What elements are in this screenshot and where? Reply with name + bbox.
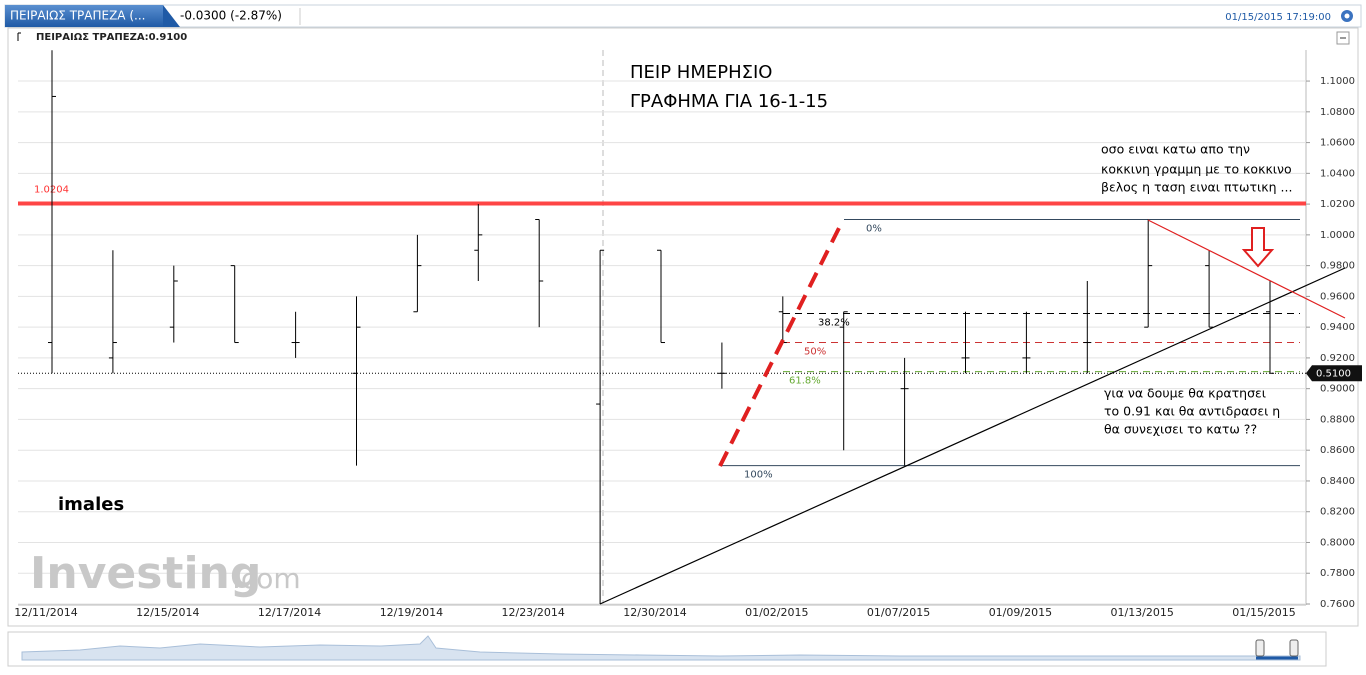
x-tick-label: 12/17/2014	[258, 606, 321, 619]
symbol-tab-text[interactable]: ΠΕΙΡΑΙΩΣ ΤΡΑΠΕΖΑ (...	[10, 9, 145, 23]
y-tick-label: 0.9600	[1320, 291, 1355, 302]
x-tick-label: 12/23/2014	[501, 606, 564, 619]
y-tick-label: 0.9000	[1320, 384, 1355, 395]
y-tick-label: 0.8600	[1320, 445, 1355, 456]
y-tick-label: 0.7800	[1320, 568, 1355, 579]
x-tick-label: 12/11/2014	[14, 606, 77, 619]
watermark: Investing	[30, 548, 261, 599]
symbol-tab[interactable]	[5, 5, 163, 27]
plot-area: 0.7600 0.7800 0.8000 0.8200 0.8400 0.8600 0.88…	[14, 50, 1355, 619]
timestamp: 01/15/2015 17:19:00	[1225, 12, 1331, 23]
support-trendline	[599, 267, 1346, 605]
fib-trend	[718, 219, 845, 467]
x-tick-label: 12/19/2014	[380, 606, 443, 619]
author: imales	[58, 494, 124, 515]
y-tick-label: 1.1000	[1320, 76, 1355, 87]
annotation-note: το 0.91 και θα αντιδρασει η	[1104, 404, 1280, 419]
y-tick-label: 0.8200	[1320, 507, 1355, 518]
y-tick-label: 0.8400	[1320, 476, 1355, 487]
x-tick-label: 12/15/2014	[136, 606, 199, 619]
resistance-trendline	[1147, 219, 1346, 319]
y-tick-label: 1.0400	[1320, 168, 1355, 179]
last-price-tag-bg	[1306, 365, 1362, 382]
y-tick-label: 0.9400	[1320, 322, 1355, 333]
navigator-series	[21, 635, 1301, 661]
x-tick-label: 01/09/2015	[989, 606, 1052, 619]
annotation-note: θα συνεχισει το κατω ??	[1104, 422, 1257, 437]
annotation-note: κοκκινη γραμμη με το κοκκινο	[1101, 162, 1292, 177]
y-tick-label: 1.0000	[1320, 230, 1355, 241]
y-tick-label: 1.0200	[1320, 199, 1355, 210]
down-arrow	[1241, 227, 1275, 268]
annotation-title: ΓΡΑΦΗΜΑ ΓΙΑ 16-1-15	[630, 91, 828, 112]
fib-label: 50%	[804, 347, 826, 358]
watermark-suffix: .com	[232, 562, 301, 595]
tab-edge	[163, 5, 180, 27]
legend-icon	[17, 32, 21, 41]
x-tick-label: 01/07/2015	[867, 606, 930, 619]
y-tick-label: 0.7600	[1320, 599, 1355, 610]
fib-label: 61.8%	[789, 376, 821, 387]
legend-entry: ΠΕΙΡΑΙΩΣ ΤΡΑΠΕΖΑ:0.9100	[36, 32, 187, 43]
fib-label: 38.2%	[818, 317, 850, 328]
navigator-handle[interactable]	[1255, 639, 1265, 657]
annotation-note: βελος η ταση ειναι πτωτικη ...	[1101, 180, 1292, 195]
x-tick-label: 01/15/2015	[1232, 606, 1295, 619]
x-tick-label: 12/30/2014	[623, 606, 686, 619]
fib-label: 0%	[866, 223, 882, 234]
y-tick-label: 1.0600	[1320, 138, 1355, 149]
y-tick-label: 1.0800	[1320, 107, 1355, 118]
y-tick-label: 0.9200	[1320, 353, 1355, 364]
settings-icon	[1344, 13, 1350, 19]
annotation-note: για να δουμε θα κρατησει	[1104, 386, 1266, 401]
annotation-title: ΠΕΙΡ ΗΜΕΡΗΣΙΟ	[630, 62, 772, 83]
y-tick-label: 0.8000	[1320, 537, 1355, 548]
annotation-note: οσο ειναι κατω απο την	[1101, 142, 1250, 157]
y-tick-label: 0.9800	[1320, 261, 1355, 272]
x-tick-label: 01/13/2015	[1110, 606, 1173, 619]
last-price-tag: 0.5100	[1316, 368, 1351, 379]
navigator-handle[interactable]	[1289, 639, 1299, 657]
fib-label: 100%	[744, 470, 773, 481]
y-tick-label: 0.8800	[1320, 414, 1355, 425]
x-tick-label: 01/02/2015	[745, 606, 808, 619]
change: -0.0300 (-2.87%)	[180, 9, 282, 23]
